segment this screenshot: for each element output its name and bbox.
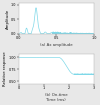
Y-axis label: Relative response: Relative response <box>4 51 8 86</box>
Y-axis label: Amplitude: Amplitude <box>6 9 10 29</box>
X-axis label: (b) On-time
Time (ms): (b) On-time Time (ms) <box>45 93 68 102</box>
X-axis label: (a) Ax amplitude: (a) Ax amplitude <box>40 43 73 47</box>
